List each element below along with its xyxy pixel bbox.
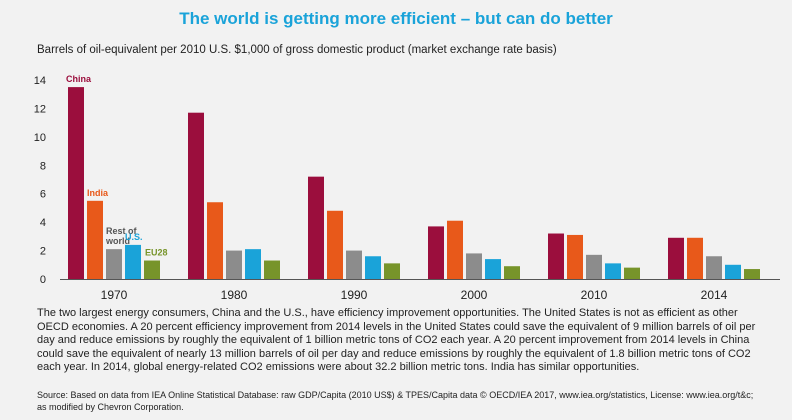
bar <box>687 237 703 279</box>
bar <box>466 253 482 279</box>
bar <box>365 256 381 279</box>
bar <box>327 210 343 279</box>
y-tick-label: 14 <box>34 75 46 87</box>
bar <box>125 244 141 279</box>
series-annotation: U.S. <box>125 232 143 242</box>
bar <box>308 176 324 279</box>
x-tick-label: 2010 <box>581 288 608 302</box>
bar <box>725 264 741 279</box>
bar <box>188 112 204 279</box>
chart-title: The world is getting more efficient – bu… <box>179 9 613 28</box>
series-annotation: EU28 <box>145 248 168 258</box>
bar <box>567 234 583 279</box>
bar-group <box>68 87 760 279</box>
bar <box>264 260 280 279</box>
y-tick-label: 6 <box>40 189 46 201</box>
bar <box>548 233 564 279</box>
bar <box>346 250 362 279</box>
body-text: The two largest energy consumers, China … <box>37 307 756 374</box>
bar <box>144 260 160 279</box>
chart-subtitle: Barrels of oil-equivalent per 2010 U.S. … <box>37 44 557 56</box>
y-tick-label: 0 <box>40 274 46 286</box>
x-tick-label: 1990 <box>341 288 368 302</box>
bar <box>226 250 242 279</box>
bar <box>706 256 722 279</box>
y-tick-label: 8 <box>40 160 46 172</box>
series-annotation: China <box>66 74 92 84</box>
y-tick-label: 10 <box>34 132 46 144</box>
series-annotation: India <box>87 188 109 198</box>
y-tick-label: 12 <box>34 103 46 115</box>
y-axis: 0 2 4 6 8 10 12 14 <box>34 75 46 286</box>
bar <box>744 269 760 279</box>
bar-chart: 0 2 4 6 8 10 12 14 China India Rest ofworldU.S.EU… <box>34 74 780 302</box>
x-axis: 1970 1980 1990 2000 2010 2014 <box>60 279 780 302</box>
x-tick-label: 2014 <box>701 288 728 302</box>
bar <box>605 263 621 279</box>
bar <box>485 259 501 279</box>
series-annotation: world <box>105 236 130 246</box>
bar <box>384 263 400 279</box>
x-tick-label: 1970 <box>101 288 128 302</box>
bar <box>668 237 684 279</box>
y-tick-label: 2 <box>40 246 46 258</box>
bar <box>586 254 602 279</box>
y-tick-label: 4 <box>40 217 46 229</box>
source-note: Source: Based on data from IEA Online St… <box>37 390 754 412</box>
bar <box>624 267 640 279</box>
x-tick-label: 1980 <box>221 288 248 302</box>
bar <box>106 249 122 279</box>
x-tick-label: 2000 <box>461 288 488 302</box>
bar <box>207 202 223 279</box>
bar <box>245 249 261 279</box>
bar <box>504 266 520 279</box>
bar <box>428 226 444 279</box>
series-annotation: Rest of <box>106 226 138 236</box>
bar <box>447 220 463 279</box>
bar <box>68 87 84 279</box>
bar <box>87 200 103 279</box>
